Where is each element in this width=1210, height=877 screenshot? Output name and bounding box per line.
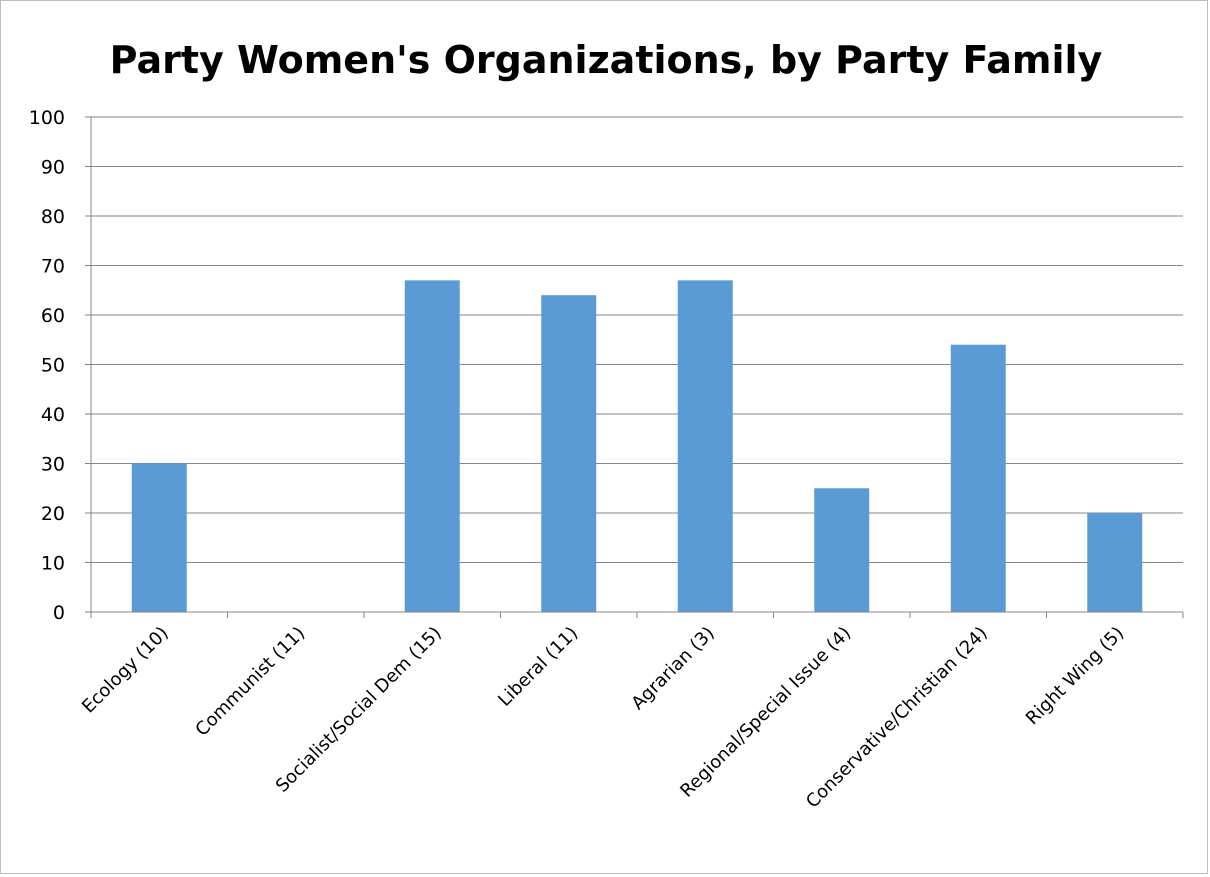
bar: [950, 344, 1006, 612]
y-tick-label: 30: [41, 454, 65, 476]
y-tick-labels: 0 10 20 30 40 50 60 70 80 90 100: [29, 107, 65, 624]
bars: [131, 280, 1143, 612]
bar: [677, 280, 733, 612]
y-tick-label: 60: [41, 305, 65, 327]
axes: [90, 117, 1184, 618]
y-tick-label: 70: [41, 256, 65, 278]
bar: [404, 280, 460, 612]
y-tick-label: 0: [53, 602, 65, 624]
bar: [131, 463, 187, 612]
y-tick-label: 40: [41, 404, 65, 426]
bar: [1087, 513, 1143, 612]
y-tick-label: 100: [29, 107, 65, 129]
y-tick-label: 80: [41, 206, 65, 228]
y-tick-label: 20: [41, 503, 65, 525]
x-tick-label: Communist (11): [191, 623, 309, 741]
y-tick-label: 10: [41, 553, 65, 575]
bar: [541, 295, 597, 612]
x-tick-label: Ecology (10): [78, 623, 173, 718]
y-tick-label: 90: [41, 157, 65, 179]
x-tick-label: Right Wing (5): [1022, 623, 1128, 729]
chart-title: Party Women's Organizations, by Party Fa…: [110, 38, 1103, 82]
x-tick-labels: Ecology (10) Communist (11)Socialist/Soci…: [78, 623, 1128, 813]
bar: [814, 488, 870, 612]
gridlines: [85, 116, 1183, 613]
x-tick-label: Agrarian (3): [627, 623, 718, 714]
y-tick-label: 50: [41, 355, 65, 377]
x-tick-label: Liberal (11): [494, 623, 582, 711]
